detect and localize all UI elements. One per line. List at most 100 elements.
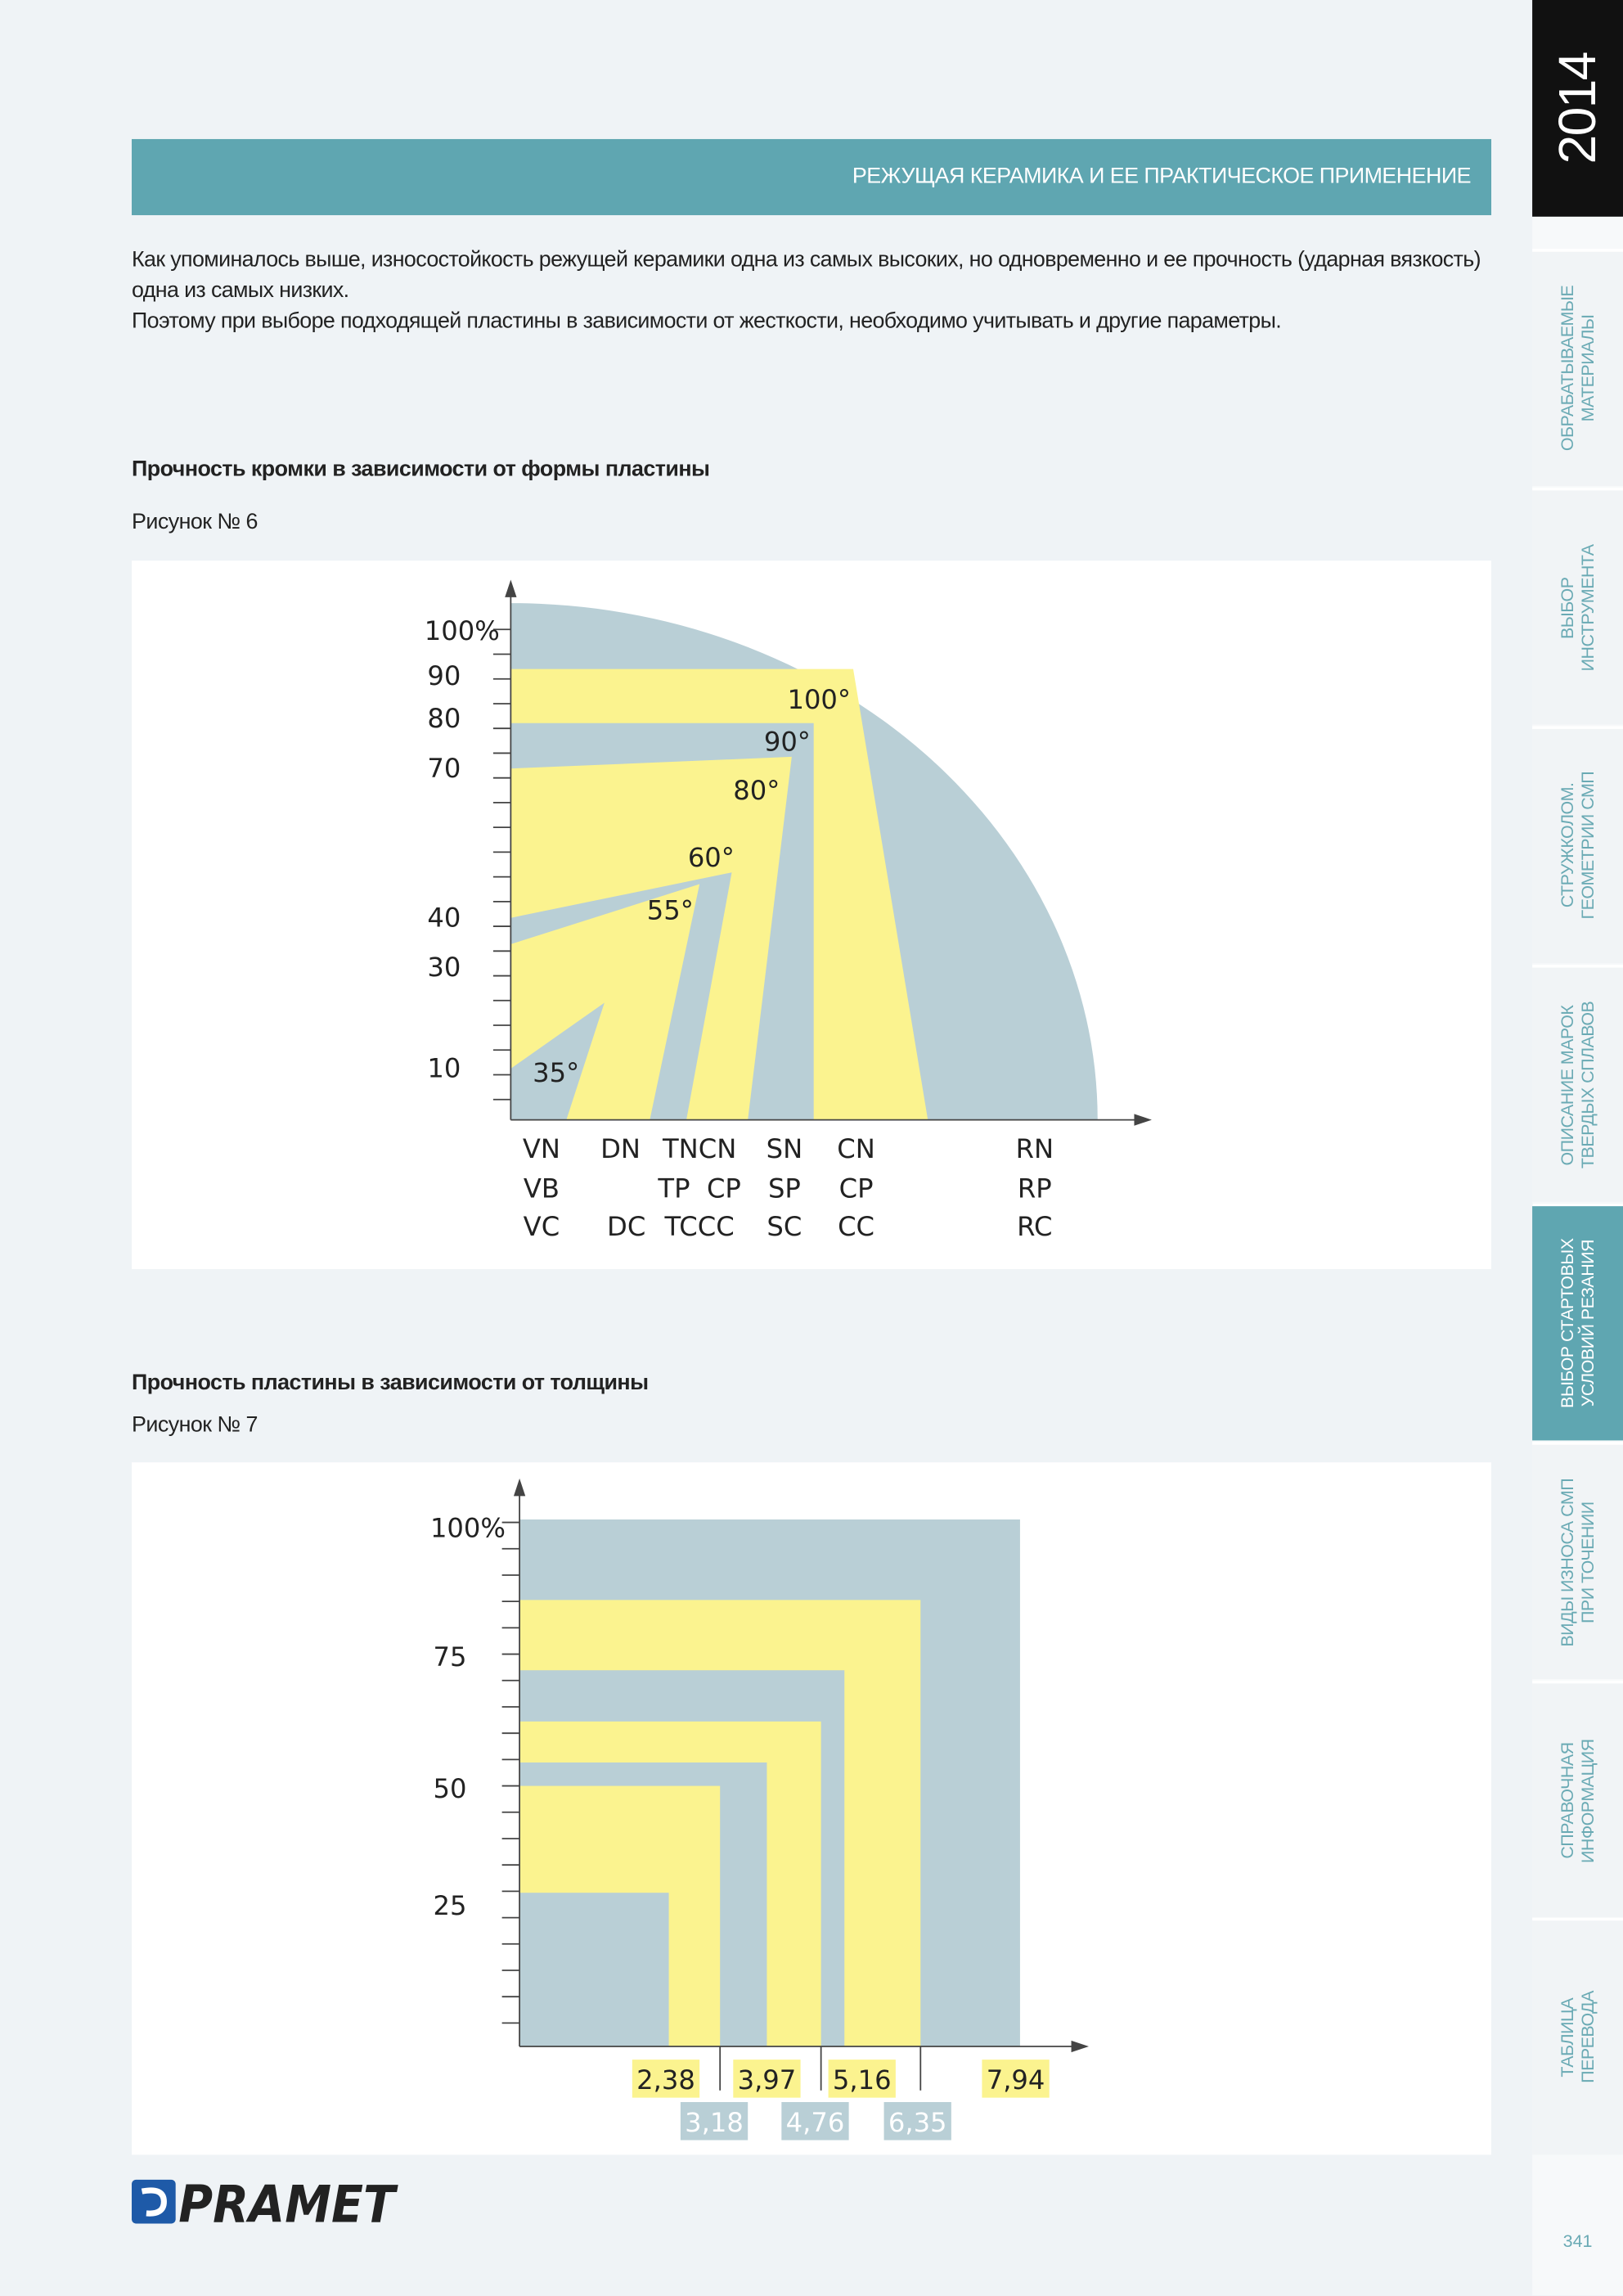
- angle-label: 80°: [733, 775, 780, 806]
- y-label: 25: [434, 1890, 467, 1921]
- thickness-label: 4,76: [786, 2107, 845, 2138]
- paragraph: Поэтому при выборе подходящей пластины в…: [132, 308, 1282, 334]
- y-label: 10: [427, 1053, 461, 1084]
- tab-label: СПРАВОЧНАЯ ИНФОРМАЦИЯ: [1557, 1739, 1598, 1863]
- tab-line: СТРУЖКОЛОМ.: [1557, 783, 1578, 909]
- shape-code: RC: [1017, 1211, 1052, 1242]
- nav-tab[interactable]: ОПИСАНИЕ МАРОК ТВЕРДЫХ СПЛАВОВ: [1532, 964, 1623, 1202]
- tab-line: ИНСТРУМЕНТА: [1577, 544, 1598, 671]
- thickness-label: 5,16: [833, 2064, 892, 2096]
- logo-text: PRAMET: [178, 2175, 398, 2231]
- label-box: [982, 2060, 1050, 2098]
- shape-code: SP: [768, 1173, 801, 1204]
- tab-line: СПРАВОЧНАЯ: [1557, 1742, 1578, 1859]
- page-number: 341: [1562, 2231, 1593, 2252]
- nav-tab[interactable]: ВЫБОР ИНСТРУМЕНТА: [1532, 487, 1623, 725]
- tab-line: ПРИ ТОЧЕНИИ: [1577, 1501, 1598, 1623]
- logo-swirl: [141, 2187, 167, 2217]
- shape-code: SN: [767, 1133, 803, 1164]
- angle-label: 35°: [533, 1057, 579, 1088]
- thickness-label: 6,35: [888, 2107, 947, 2138]
- shape-code: RP: [1018, 1173, 1052, 1204]
- header-bar: РЕЖУЩАЯ КЕРАМИКА И ЕЕ ПРАКТИЧЕСКОЕ ПРИМЕ…: [132, 138, 1491, 215]
- thickness-labels: 2,38 3,97 5,16 7,94 3,18 4,76 6,35: [632, 2060, 1050, 2141]
- figure-caption: Рисунок № 7: [132, 1412, 258, 1438]
- shape-code: CC: [838, 1211, 874, 1242]
- angle-label: 55°: [647, 894, 694, 925]
- figure-title: Прочность кромки в зависимости от формы …: [132, 457, 710, 482]
- label-box: [883, 2102, 951, 2141]
- figure-title: Прочность пластины в зависимости от толщ…: [132, 1370, 649, 1395]
- thickness-label: 2,38: [636, 2064, 695, 2096]
- tab-line: МАТЕРИАЛЫ: [1577, 315, 1598, 423]
- tab-line: ИНФОРМАЦИЯ: [1577, 1738, 1598, 1863]
- shape-codes: VN VB VC DN DC TNCN TP CP TCCC SN SP SC CN CP CC RN RP R…: [523, 1133, 1054, 1242]
- tab-line: ОПИСАНИЕ МАРОК: [1557, 1004, 1578, 1165]
- tab-label: ВИДЫ ИЗНОСА СМП ПРИ ТОЧЕНИИ: [1557, 1478, 1598, 1646]
- y-label: 50: [434, 1773, 467, 1804]
- figure-6: 100% 90 80 70 40 30 10 100° 90° 80° 60° …: [132, 560, 1491, 1270]
- y-label: 90: [427, 660, 461, 691]
- shape-code: TP CP: [657, 1173, 740, 1204]
- logo: PRAMET: [128, 2172, 407, 2239]
- shape-55: [510, 884, 700, 1120]
- shape-code: RN: [1016, 1133, 1054, 1164]
- year-block: 2014: [1532, 0, 1623, 217]
- arrow: [513, 1478, 526, 1497]
- tab-line: ГЕОМЕТРИИ СМП: [1577, 772, 1598, 921]
- tab-label: ОПИСАНИЕ МАРОК ТВЕРДЫХ СПЛАВОВ: [1557, 1001, 1598, 1168]
- year: 2014: [1546, 52, 1607, 164]
- tab-label: ТАБЛИЦА ПЕРЕВОДА: [1557, 1992, 1598, 2084]
- arrow: [505, 579, 517, 597]
- y-labels: 100% 90 80 70 40 30 10: [425, 615, 500, 1084]
- shape-code: TCCC: [664, 1211, 735, 1242]
- figure-7-diagram: 100% 75 50 25 2,38 3,97 5,16 7,94 3,18 4,76 6,…: [430, 1478, 1090, 2141]
- label-box: [828, 2060, 896, 2098]
- arrow: [1071, 2040, 1090, 2053]
- nav-tab[interactable]: ОБРАБАТЫВАЕМЫЕ МАТЕРИАЛЫ: [1532, 249, 1623, 486]
- ticks: [492, 628, 511, 1101]
- thickness-label: 3,97: [738, 2064, 797, 2096]
- label-box: [781, 2102, 849, 2141]
- angle-label: 60°: [688, 842, 735, 873]
- y-label: 30: [427, 952, 461, 983]
- y-label: 40: [427, 902, 461, 933]
- figure-caption: Рисунок № 6: [132, 509, 258, 534]
- tab-label: ВЫБОР ИНСТРУМЕНТА: [1557, 544, 1598, 671]
- header-title: РЕЖУЩАЯ КЕРАМИКА И ЕЕ ПРАКТИЧЕСКОЕ ПРИМЕ…: [852, 164, 1472, 189]
- shape-80: [510, 756, 792, 1120]
- tab-line: ВЫБОР: [1557, 576, 1578, 639]
- figure-6-diagram: 100% 90 80 70 40 30 10 100° 90° 80° 60° …: [425, 579, 1152, 1242]
- logo-icon: [132, 2179, 176, 2224]
- tab-label: ВЫБОР СТАРТОВЫХ УСЛОВИЙ РЕЗАНИЯ: [1557, 1239, 1598, 1408]
- axes: [519, 1485, 1083, 2091]
- tab-line: ТВЕРДЫХ СПЛАВОВ: [1577, 1001, 1598, 1168]
- tab-line: ОБРАБАТЫВАЕМЫЕ: [1557, 286, 1578, 452]
- tab-label: СТРУЖКОЛОМ. ГЕОМЕТРИИ СМП: [1557, 772, 1598, 921]
- label-box: [680, 2102, 749, 2141]
- nav-tab[interactable]: СТРУЖКОЛОМ. ГЕОМЕТРИИ СМП: [1532, 726, 1623, 964]
- label-box: [632, 2060, 700, 2098]
- angle-label: 90°: [764, 727, 811, 758]
- figure-7: 100% 75 50 25 2,38 3,97 5,16 7,94 3,18 4,76 6,…: [132, 1462, 1491, 2155]
- nav-tab[interactable]: ТАБЛИЦА ПЕРЕВОДА: [1532, 1917, 1623, 2155]
- nav-tab[interactable]: СПРАВОЧНАЯ ИНФОРМАЦИЯ: [1532, 1680, 1623, 1918]
- thickness-label: 3,18: [685, 2107, 744, 2138]
- shape-code: CN: [837, 1133, 875, 1164]
- shape-code: VC: [524, 1211, 560, 1242]
- label-box: [733, 2060, 801, 2098]
- sidebar: 2014 ОБРАБАТЫВАЕМЫЕ МАТЕРИАЛЫ ВЫБОР ИНСТРУМ…: [1532, 0, 1623, 2296]
- tab-line: УСЛОВИЙ РЕЗАНИЯ: [1577, 1240, 1598, 1407]
- nav-tab[interactable]: ВЫБОР СТАРТОВЫХ УСЛОВИЙ РЕЗАНИЯ: [1532, 1203, 1623, 1441]
- nav-tab[interactable]: ВИДЫ ИЗНОСА СМП ПРИ ТОЧЕНИИ: [1532, 1442, 1623, 1679]
- paragraph: Как упоминалось выше, износостойкость ре…: [132, 247, 1481, 304]
- shape-100: [510, 669, 928, 1120]
- y-label: 70: [427, 753, 461, 784]
- thickness-label: 7,94: [987, 2064, 1045, 2096]
- shape-code: SC: [767, 1211, 802, 1242]
- shape-code: VN: [523, 1133, 560, 1164]
- shape-code: DC: [607, 1211, 645, 1242]
- y-label: 100%: [430, 1512, 506, 1543]
